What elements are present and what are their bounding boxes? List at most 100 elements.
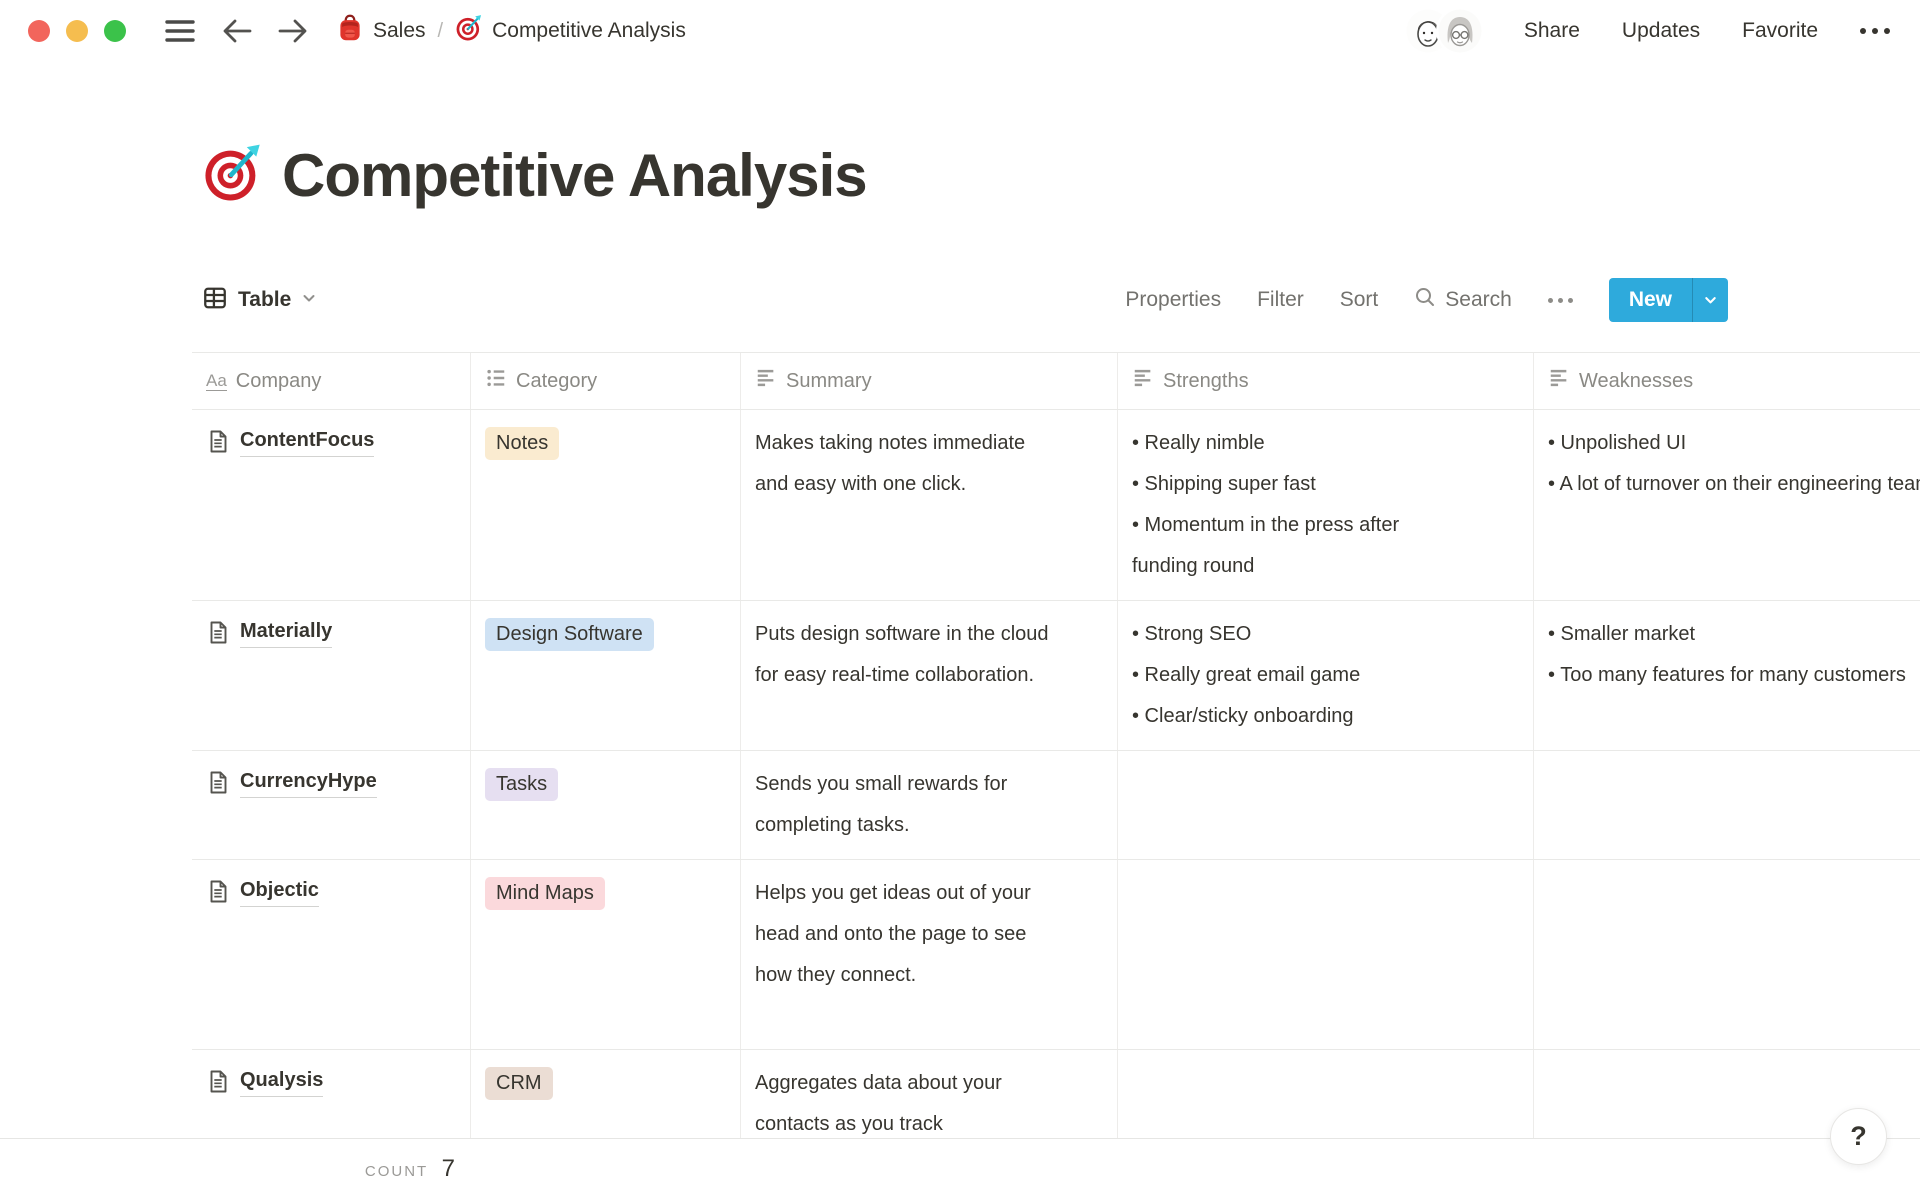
count-value: 7 — [441, 1154, 455, 1182]
table-body: ContentFocus Notes Makes taking notes im… — [192, 410, 1920, 1138]
summary-cell[interactable]: Helps you get ideas out of your head and… — [741, 860, 1118, 1049]
category-cell[interactable]: Design Software — [471, 601, 741, 750]
breadcrumb-item-competitive-analysis[interactable]: Competitive Analysis — [455, 14, 686, 48]
new-record-button[interactable]: New — [1608, 278, 1728, 322]
breadcrumb-label: Competitive Analysis — [492, 19, 686, 42]
view-toolbar: Table Properties Filter Sort Search New — [202, 278, 1728, 322]
sort-button[interactable]: Sort — [1339, 288, 1379, 311]
filter-button[interactable]: Filter — [1257, 288, 1304, 311]
window-titlebar: Sales / Competitive Analysis — [0, 0, 1920, 62]
summary-cell[interactable]: Makes taking notes immediate and easy wi… — [741, 410, 1118, 600]
breadcrumb: Sales / Competitive Analysis — [336, 14, 686, 48]
search-icon — [1414, 286, 1436, 314]
view-switcher[interactable]: Table — [202, 285, 317, 316]
chevron-down-icon — [301, 290, 317, 311]
help-button[interactable]: ? — [1830, 1108, 1887, 1165]
more-options-icon[interactable] — [1860, 28, 1890, 34]
category-cell[interactable]: Tasks — [471, 751, 741, 859]
breadcrumb-item-sales[interactable]: Sales — [336, 14, 426, 48]
category-tag: Design Software — [485, 618, 654, 651]
page-icon — [206, 427, 230, 469]
category-cell[interactable]: Mind Maps — [471, 860, 741, 1049]
target-icon — [455, 14, 483, 48]
company-cell[interactable]: ContentFocus — [192, 410, 471, 600]
zoom-window-button[interactable] — [104, 20, 126, 42]
view-switcher-label: Table — [238, 288, 292, 311]
weaknesses-cell[interactable] — [1534, 860, 1920, 1049]
company-name[interactable]: Materially — [240, 618, 333, 648]
category-tag: Tasks — [485, 768, 559, 801]
company-cell[interactable]: Materially — [192, 601, 471, 750]
company-cell[interactable]: Qualysis — [192, 1050, 471, 1138]
company-name[interactable]: ContentFocus — [240, 427, 375, 457]
search-label: Search — [1445, 288, 1512, 311]
table-row[interactable]: CurrencyHype Tasks Sends you small rewar… — [192, 751, 1920, 860]
page-icon — [206, 768, 230, 810]
category-cell[interactable]: Notes — [471, 410, 741, 600]
new-button-label[interactable]: New — [1628, 288, 1672, 311]
column-label: Strengths — [1163, 369, 1249, 392]
forward-icon[interactable] — [278, 17, 308, 45]
share-button[interactable]: Share — [1523, 19, 1580, 42]
new-button-chevron-icon[interactable] — [1692, 278, 1728, 322]
summary-cell[interactable]: Aggregates data about your contacts as y… — [741, 1050, 1118, 1138]
view-options-icon[interactable] — [1547, 297, 1573, 303]
table-row[interactable]: ContentFocus Notes Makes taking notes im… — [192, 410, 1920, 601]
weaknesses-cell[interactable] — [1534, 751, 1920, 859]
company-name[interactable]: Objectic — [240, 877, 319, 907]
summary-cell[interactable]: Puts design software in the cloud for ea… — [741, 601, 1118, 750]
category-tag: CRM — [485, 1067, 553, 1100]
column-header-category[interactable]: Category — [471, 353, 741, 409]
table-actions: Properties Filter Sort Search New — [1125, 278, 1728, 322]
collaborator-avatars — [1405, 9, 1482, 53]
column-header-strengths[interactable]: Strengths — [1118, 353, 1534, 409]
table-row[interactable]: Qualysis CRM Aggregates data about your … — [192, 1050, 1920, 1138]
weaknesses-cell[interactable]: • Unpolished UI • A lot of turnover on t… — [1548, 432, 1920, 495]
category-tag: Notes — [485, 427, 560, 460]
page-body: Competitive Analysis Table Properties Fi… — [0, 138, 1920, 1138]
sidebar-toggle-icon[interactable] — [164, 18, 196, 44]
page-icon — [206, 1067, 230, 1109]
column-label: Company — [235, 369, 322, 392]
backpack-icon — [336, 14, 364, 48]
table-row[interactable]: Materially Design Software Puts design s… — [192, 601, 1920, 751]
company-cell[interactable]: Objectic — [192, 860, 471, 1049]
database-table: Aa Company Category Summary Strengths — [192, 352, 1920, 1138]
category-cell[interactable]: CRM — [471, 1050, 741, 1138]
text-property-icon — [1548, 367, 1570, 395]
table-view-icon — [202, 285, 228, 316]
favorite-button[interactable]: Favorite — [1742, 19, 1818, 42]
summary-cell[interactable]: Sends you small rewards for completing t… — [741, 751, 1118, 859]
table-footer: COUNT 7 — [0, 1138, 1920, 1198]
properties-button[interactable]: Properties — [1125, 288, 1222, 311]
minimize-window-button[interactable] — [66, 20, 88, 42]
text-property-icon — [755, 367, 777, 395]
company-name[interactable]: Qualysis — [240, 1067, 324, 1097]
strengths-cell[interactable] — [1118, 1050, 1534, 1138]
updates-button[interactable]: Updates — [1621, 19, 1701, 42]
strengths-cell[interactable]: • Strong SEO • Really great email game •… — [1118, 601, 1534, 750]
strengths-cell[interactable] — [1118, 751, 1534, 859]
search-button[interactable]: Search — [1414, 286, 1512, 314]
strengths-cell[interactable] — [1118, 860, 1534, 1049]
weaknesses-cell[interactable]: • Smaller market • Too many features for… — [1548, 623, 1906, 686]
avatar[interactable] — [1437, 9, 1482, 53]
text-property-icon — [1132, 367, 1154, 395]
breadcrumb-separator: / — [437, 19, 444, 42]
count-label: COUNT — [364, 1162, 429, 1180]
column-header-summary[interactable]: Summary — [741, 353, 1118, 409]
close-window-button[interactable] — [28, 20, 50, 42]
back-icon[interactable] — [222, 17, 252, 45]
target-icon[interactable] — [202, 142, 264, 209]
page-title[interactable]: Competitive Analysis — [282, 141, 868, 209]
company-name[interactable]: CurrencyHype — [240, 768, 377, 798]
page-icon — [206, 618, 230, 660]
strengths-cell[interactable]: • Really nimble • Shipping super fast • … — [1118, 410, 1534, 600]
column-header-weaknesses[interactable]: Weaknesses — [1534, 353, 1920, 409]
company-cell[interactable]: CurrencyHype — [192, 751, 471, 859]
category-tag: Mind Maps — [485, 877, 605, 910]
select-property-icon — [485, 367, 507, 395]
table-row[interactable]: Objectic Mind Maps Helps you get ideas o… — [192, 860, 1920, 1050]
count-calculation[interactable]: COUNT 7 — [0, 1155, 471, 1183]
column-header-company[interactable]: Aa Company — [192, 353, 471, 409]
